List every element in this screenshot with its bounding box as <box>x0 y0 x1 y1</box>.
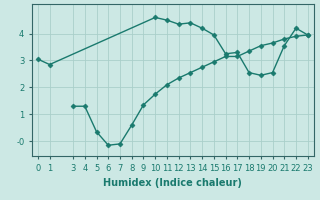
X-axis label: Humidex (Indice chaleur): Humidex (Indice chaleur) <box>103 178 242 188</box>
